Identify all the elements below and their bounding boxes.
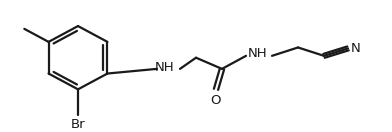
Text: N: N	[351, 42, 361, 55]
Text: O: O	[211, 94, 221, 107]
Text: Br: Br	[71, 118, 85, 131]
Text: NH: NH	[155, 60, 175, 74]
Text: NH: NH	[248, 47, 268, 60]
